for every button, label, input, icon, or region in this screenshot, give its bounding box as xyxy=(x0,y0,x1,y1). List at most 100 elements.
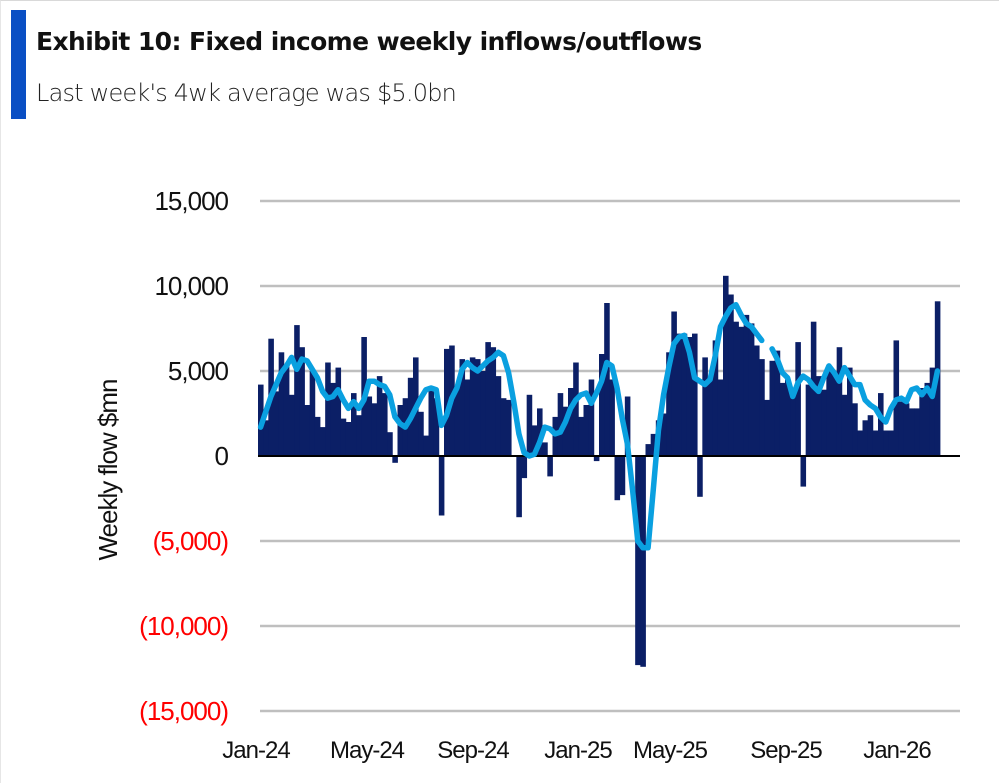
bar xyxy=(872,430,879,456)
average-line xyxy=(769,346,941,425)
bar xyxy=(309,371,316,456)
bar xyxy=(480,371,486,456)
bar xyxy=(929,367,936,456)
y-tick-label: (15,000) xyxy=(139,696,228,726)
bar xyxy=(428,388,435,456)
bar xyxy=(392,456,398,463)
bar xyxy=(816,376,822,456)
bar xyxy=(878,393,884,456)
bar xyxy=(650,433,657,456)
bar xyxy=(382,393,388,456)
bar xyxy=(841,394,848,456)
average-line-series xyxy=(257,301,941,551)
bar xyxy=(376,376,383,456)
y-tick-label: 15,000 xyxy=(154,186,228,216)
bar xyxy=(619,456,626,496)
bar xyxy=(743,314,750,456)
bar xyxy=(774,350,781,456)
y-tick-label: (5,000) xyxy=(153,526,229,556)
bar xyxy=(712,340,719,456)
bar xyxy=(728,294,734,456)
x-tick-label: Jan-25 xyxy=(544,737,612,764)
bar xyxy=(568,388,574,456)
bar xyxy=(919,388,925,456)
y-tick-label: 10,000 xyxy=(154,271,228,301)
bar xyxy=(640,456,646,667)
bar xyxy=(624,396,631,456)
bar xyxy=(506,399,512,456)
bar xyxy=(707,377,714,456)
bar xyxy=(759,359,765,456)
bar xyxy=(609,379,615,456)
chart-subtitle: Last week's 4wk average was $5.0bn xyxy=(36,79,457,107)
x-tick-label: Sep-25 xyxy=(750,737,822,764)
x-tick-label: May-24 xyxy=(330,737,405,764)
bar xyxy=(516,456,522,518)
bar xyxy=(314,416,321,456)
bar xyxy=(924,382,931,456)
bar xyxy=(573,362,579,456)
bar xyxy=(588,379,595,456)
x-tick-label: Jan-26 xyxy=(863,737,931,764)
bar xyxy=(681,333,688,456)
bar xyxy=(686,337,693,456)
y-axis-label: Weekly flow $mn xyxy=(93,379,123,560)
bar xyxy=(852,403,858,456)
bar xyxy=(320,427,326,456)
bar xyxy=(366,396,373,456)
bar xyxy=(676,333,683,456)
x-axis-ticks: Jan-24 May-24 Sep-24 Jan-25 May-25 Sep-2… xyxy=(222,737,932,764)
bar xyxy=(748,323,755,456)
bar xyxy=(888,430,894,456)
x-tick-label: Jan-24 xyxy=(222,737,290,764)
title-accent-bar xyxy=(11,10,26,119)
bar xyxy=(821,389,827,456)
bar xyxy=(537,408,543,456)
bar xyxy=(697,456,703,497)
x-tick-label: Sep-24 xyxy=(437,737,509,764)
bar xyxy=(526,394,533,456)
bar xyxy=(883,430,889,456)
bar xyxy=(299,347,305,456)
bar xyxy=(857,430,863,456)
bar xyxy=(867,415,874,456)
bar xyxy=(356,415,362,456)
bar-series xyxy=(258,275,941,667)
bar xyxy=(826,367,832,456)
bar xyxy=(423,435,429,456)
bar xyxy=(862,420,869,456)
bar xyxy=(635,456,641,666)
bar xyxy=(345,422,352,456)
bar xyxy=(847,367,853,456)
bar xyxy=(583,405,590,456)
bar xyxy=(836,347,843,456)
bar xyxy=(469,357,476,456)
bar xyxy=(263,420,269,456)
bar xyxy=(599,354,605,456)
average-line xyxy=(257,301,765,551)
bar xyxy=(593,456,600,462)
bar xyxy=(562,406,569,456)
bar xyxy=(278,352,285,456)
bar xyxy=(914,408,920,456)
bar xyxy=(898,401,905,456)
bar xyxy=(500,398,507,456)
bar xyxy=(490,347,497,456)
y-tick-label: (10,000) xyxy=(139,611,228,641)
bar xyxy=(805,384,812,456)
bar xyxy=(542,442,548,456)
chart-title: Exhibit 10: Fixed income weekly inflows/… xyxy=(36,27,702,56)
bar xyxy=(444,348,450,456)
bar xyxy=(557,393,564,456)
bar xyxy=(547,456,553,477)
bar xyxy=(645,444,652,456)
bar xyxy=(351,393,357,456)
bar xyxy=(387,432,393,456)
bar xyxy=(521,456,528,479)
bar xyxy=(273,391,280,456)
bar xyxy=(831,372,838,456)
bar xyxy=(738,326,745,456)
bar xyxy=(790,391,796,456)
bar xyxy=(769,360,776,456)
bar xyxy=(371,403,378,456)
